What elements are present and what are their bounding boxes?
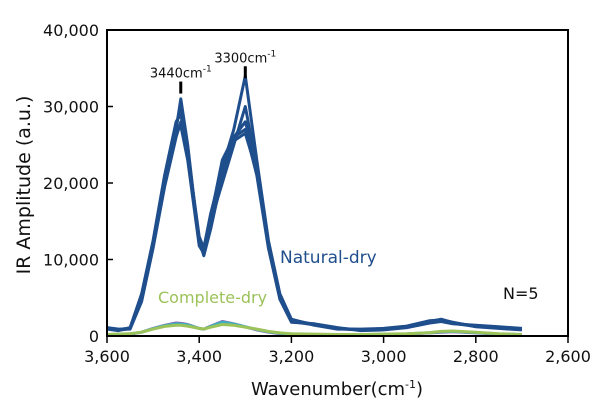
y-tick-label: 0 xyxy=(89,327,99,346)
y-tick-label: 20,000 xyxy=(43,174,99,193)
x-tick-label: 2,600 xyxy=(545,347,591,366)
series-line-8 xyxy=(106,323,522,336)
x-tick-label: 3,000 xyxy=(361,347,407,366)
y-tick-label: 40,000 xyxy=(43,21,99,40)
y-tick-label: 30,000 xyxy=(43,98,99,117)
y-axis: 0 10,000 20,000 30,000 40,000 xyxy=(43,21,113,346)
y-axis-label: IR Amplitude (a.u.) xyxy=(13,96,35,275)
series-line-5 xyxy=(106,124,522,332)
x-tick-label: 3,200 xyxy=(268,347,314,366)
series-layer xyxy=(106,74,523,337)
x-tick-label: 3,600 xyxy=(84,347,130,366)
legend-natural-dry: Natural-dry xyxy=(280,248,377,268)
x-axis-label: Wavenumber(cm-1) xyxy=(251,378,423,400)
x-tick-label: 2,800 xyxy=(453,347,499,366)
x-axis: 3,600 3,400 3,200 3,000 2,800 2,600 xyxy=(84,336,591,366)
peak-label: 3300cm-1 xyxy=(214,49,276,66)
sample-count-note: N=5 xyxy=(503,284,539,303)
y-tick-label: 10,000 xyxy=(43,251,99,270)
x-tick-label: 3,400 xyxy=(176,347,222,366)
peak-label: 3440cm-1 xyxy=(150,65,212,82)
legend-complete-dry: Complete-dry xyxy=(158,288,267,307)
